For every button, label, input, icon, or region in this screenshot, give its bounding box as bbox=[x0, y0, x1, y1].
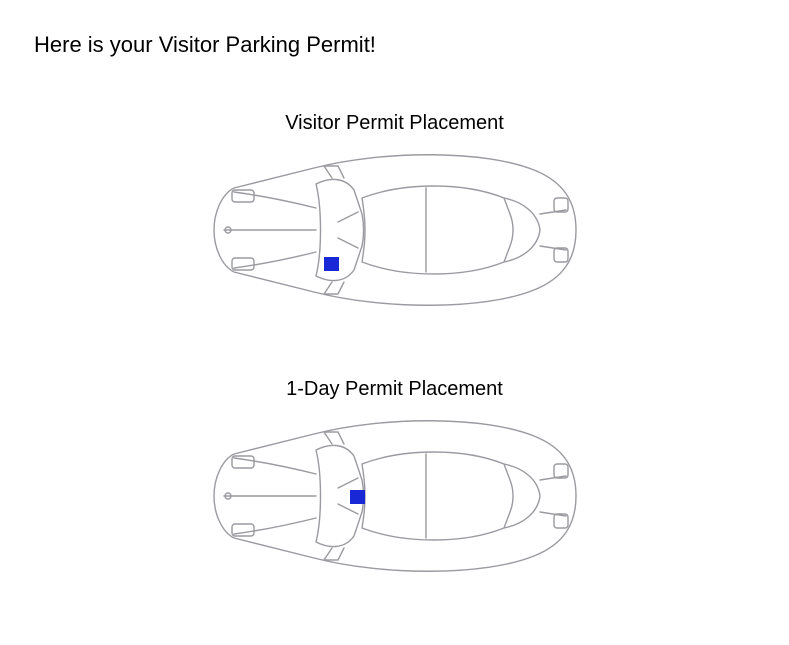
permit-marker-oneday bbox=[350, 490, 365, 504]
page: Here is your Visitor Parking Permit! Vis… bbox=[0, 0, 789, 645]
car-outline-icon bbox=[204, 142, 584, 318]
section-title-visitor: Visitor Permit Placement bbox=[0, 112, 789, 135]
car-outline-icon bbox=[204, 408, 584, 584]
section-title-oneday: 1-Day Permit Placement bbox=[0, 378, 789, 401]
car-diagram-oneday bbox=[204, 408, 584, 584]
page-title: Here is your Visitor Parking Permit! bbox=[34, 32, 376, 58]
car-diagram-visitor bbox=[204, 142, 584, 318]
permit-marker-visitor bbox=[324, 257, 339, 271]
